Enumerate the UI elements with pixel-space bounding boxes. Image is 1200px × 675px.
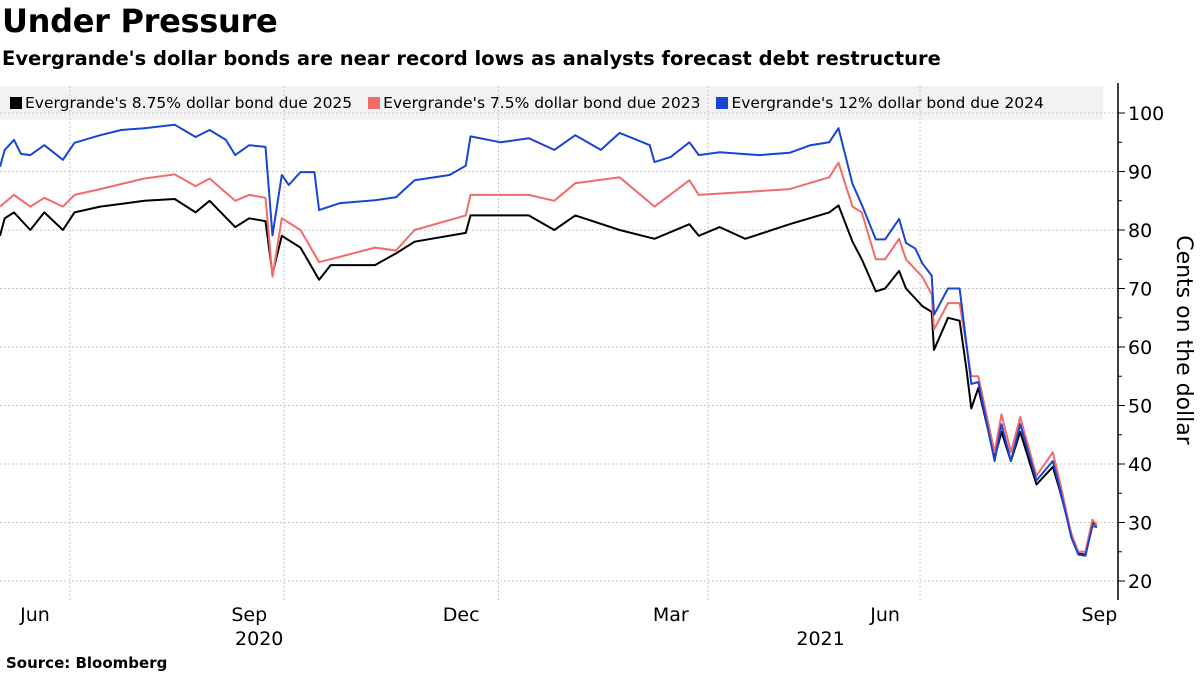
x-year-label: 2021 [796,628,844,650]
series-line-1 [0,161,1098,553]
y-tick-label: 100 [1128,103,1164,125]
y-axis-label: Cents on the dollar [1171,235,1196,446]
y-tick-label: 50 [1128,396,1152,418]
legend-label: Evergrande's 8.75% dollar bond due 2025 [25,94,353,112]
y-tick-label: 40 [1128,454,1152,476]
x-tick-label: Sep [231,604,267,626]
x-year-label: 2020 [235,628,283,650]
legend: Evergrande's 8.75% dollar bond due 2025 … [0,86,1103,120]
legend-swatch-black [10,97,22,109]
legend-swatch-red [368,97,381,109]
y-tick-label: 30 [1128,513,1152,535]
y-tick-label: 90 [1128,162,1152,184]
legend-item-2024: Evergrande's 12% dollar bond due 2024 [716,94,1044,112]
y-tick-label: 70 [1128,279,1152,301]
series-lines [0,123,1098,557]
y-axis: 20 30 40 50 60 70 80 90 100 [1117,83,1164,600]
y-tick-label: 60 [1128,337,1152,359]
x-tick-label: Sep [1081,604,1117,626]
source-note: Source: Bloomberg [6,654,168,672]
chart-subtitle: Evergrande's dollar bonds are near recor… [2,47,941,70]
y-tick-label: 80 [1128,220,1152,242]
legend-label: Evergrande's 7.5% dollar bond due 2023 [383,94,701,112]
series-line-2 [0,123,1098,557]
x-tick-label: Jun [19,604,50,626]
x-tick-label: Jun [869,604,900,626]
chart-title: Under Pressure [2,2,278,40]
legend-swatch-blue [716,97,729,109]
x-tick-label: Dec [443,604,480,626]
gridlines [0,86,1118,600]
series-line-0 [0,198,1098,556]
legend-item-2025: Evergrande's 8.75% dollar bond due 2025 [10,94,352,112]
legend-item-2023: Evergrande's 7.5% dollar bond due 2023 [368,94,700,112]
legend-label: Evergrande's 12% dollar bond due 2024 [731,94,1044,112]
x-tick-label: Mar [653,604,689,626]
y-tick-label: 20 [1128,571,1152,593]
